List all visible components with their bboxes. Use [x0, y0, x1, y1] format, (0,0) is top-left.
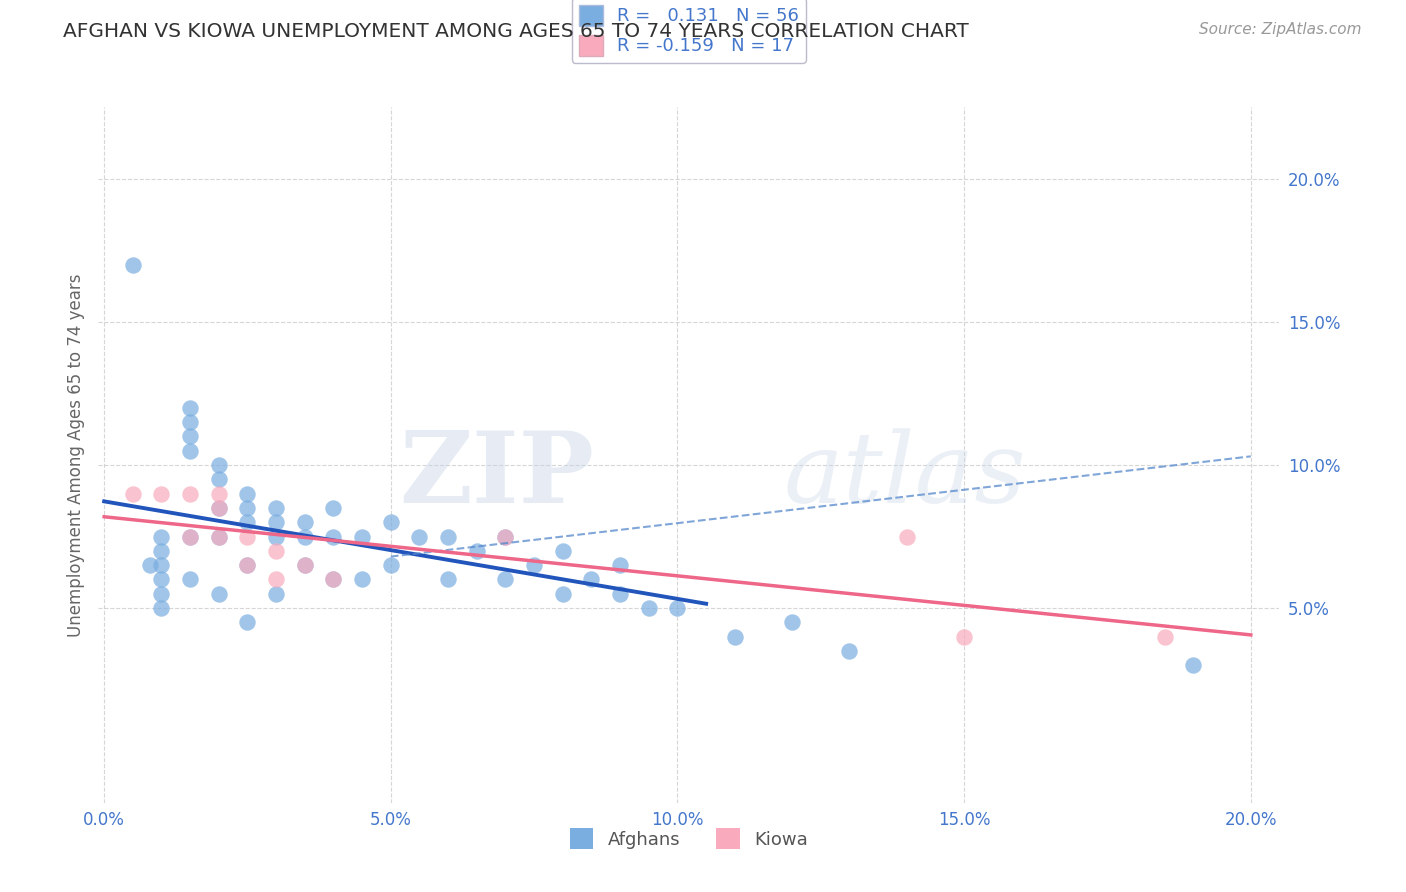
Point — [150, 529, 173, 543]
Point — [896, 529, 918, 543]
Point — [352, 529, 374, 543]
Point — [294, 515, 316, 529]
Point — [264, 573, 287, 587]
Point — [352, 573, 374, 587]
Point — [208, 529, 231, 543]
Point — [179, 429, 201, 443]
Point — [179, 529, 201, 543]
Point — [179, 529, 201, 543]
Point — [236, 558, 259, 573]
Point — [780, 615, 803, 630]
Point — [523, 558, 546, 573]
Point — [121, 258, 143, 272]
Point — [380, 558, 402, 573]
Point — [495, 529, 517, 543]
Point — [437, 529, 460, 543]
Point — [322, 573, 344, 587]
Point — [1182, 658, 1205, 673]
Point — [264, 587, 287, 601]
Point — [637, 601, 659, 615]
Point — [236, 486, 259, 500]
Point — [150, 544, 173, 558]
Point — [581, 573, 603, 587]
Point — [380, 515, 402, 529]
Point — [150, 601, 173, 615]
Point — [150, 573, 173, 587]
Y-axis label: Unemployment Among Ages 65 to 74 years: Unemployment Among Ages 65 to 74 years — [66, 273, 84, 637]
Point — [208, 500, 231, 515]
Point — [294, 558, 316, 573]
Point — [322, 529, 344, 543]
Point — [208, 529, 231, 543]
Point — [838, 644, 860, 658]
Point — [322, 573, 344, 587]
Point — [264, 544, 287, 558]
Point — [551, 544, 574, 558]
Point — [179, 443, 201, 458]
Point — [179, 401, 201, 415]
Point — [1153, 630, 1175, 644]
Point — [236, 558, 259, 573]
Point — [609, 587, 631, 601]
Point — [150, 587, 173, 601]
Point — [179, 573, 201, 587]
Point — [465, 544, 488, 558]
Text: AFGHAN VS KIOWA UNEMPLOYMENT AMONG AGES 65 TO 74 YEARS CORRELATION CHART: AFGHAN VS KIOWA UNEMPLOYMENT AMONG AGES … — [63, 22, 969, 41]
Point — [208, 458, 231, 472]
Point — [495, 529, 517, 543]
Legend: Afghans, Kiowa: Afghans, Kiowa — [562, 822, 815, 856]
Point — [264, 529, 287, 543]
Text: atlas: atlas — [783, 428, 1026, 524]
Point — [408, 529, 430, 543]
Point — [294, 558, 316, 573]
Point — [208, 500, 231, 515]
Point — [236, 515, 259, 529]
Point — [294, 529, 316, 543]
Point — [437, 573, 460, 587]
Point — [208, 472, 231, 486]
Point — [666, 601, 689, 615]
Point — [724, 630, 747, 644]
Point — [264, 500, 287, 515]
Point — [953, 630, 976, 644]
Point — [121, 486, 143, 500]
Point — [551, 587, 574, 601]
Text: Source: ZipAtlas.com: Source: ZipAtlas.com — [1198, 22, 1361, 37]
Point — [208, 587, 231, 601]
Point — [236, 500, 259, 515]
Point — [208, 486, 231, 500]
Point — [179, 486, 201, 500]
Point — [236, 529, 259, 543]
Text: ZIP: ZIP — [399, 427, 595, 524]
Point — [236, 615, 259, 630]
Point — [150, 486, 173, 500]
Point — [495, 573, 517, 587]
Point — [609, 558, 631, 573]
Point — [264, 515, 287, 529]
Point — [150, 558, 173, 573]
Point — [179, 415, 201, 429]
Point — [139, 558, 162, 573]
Point — [322, 500, 344, 515]
